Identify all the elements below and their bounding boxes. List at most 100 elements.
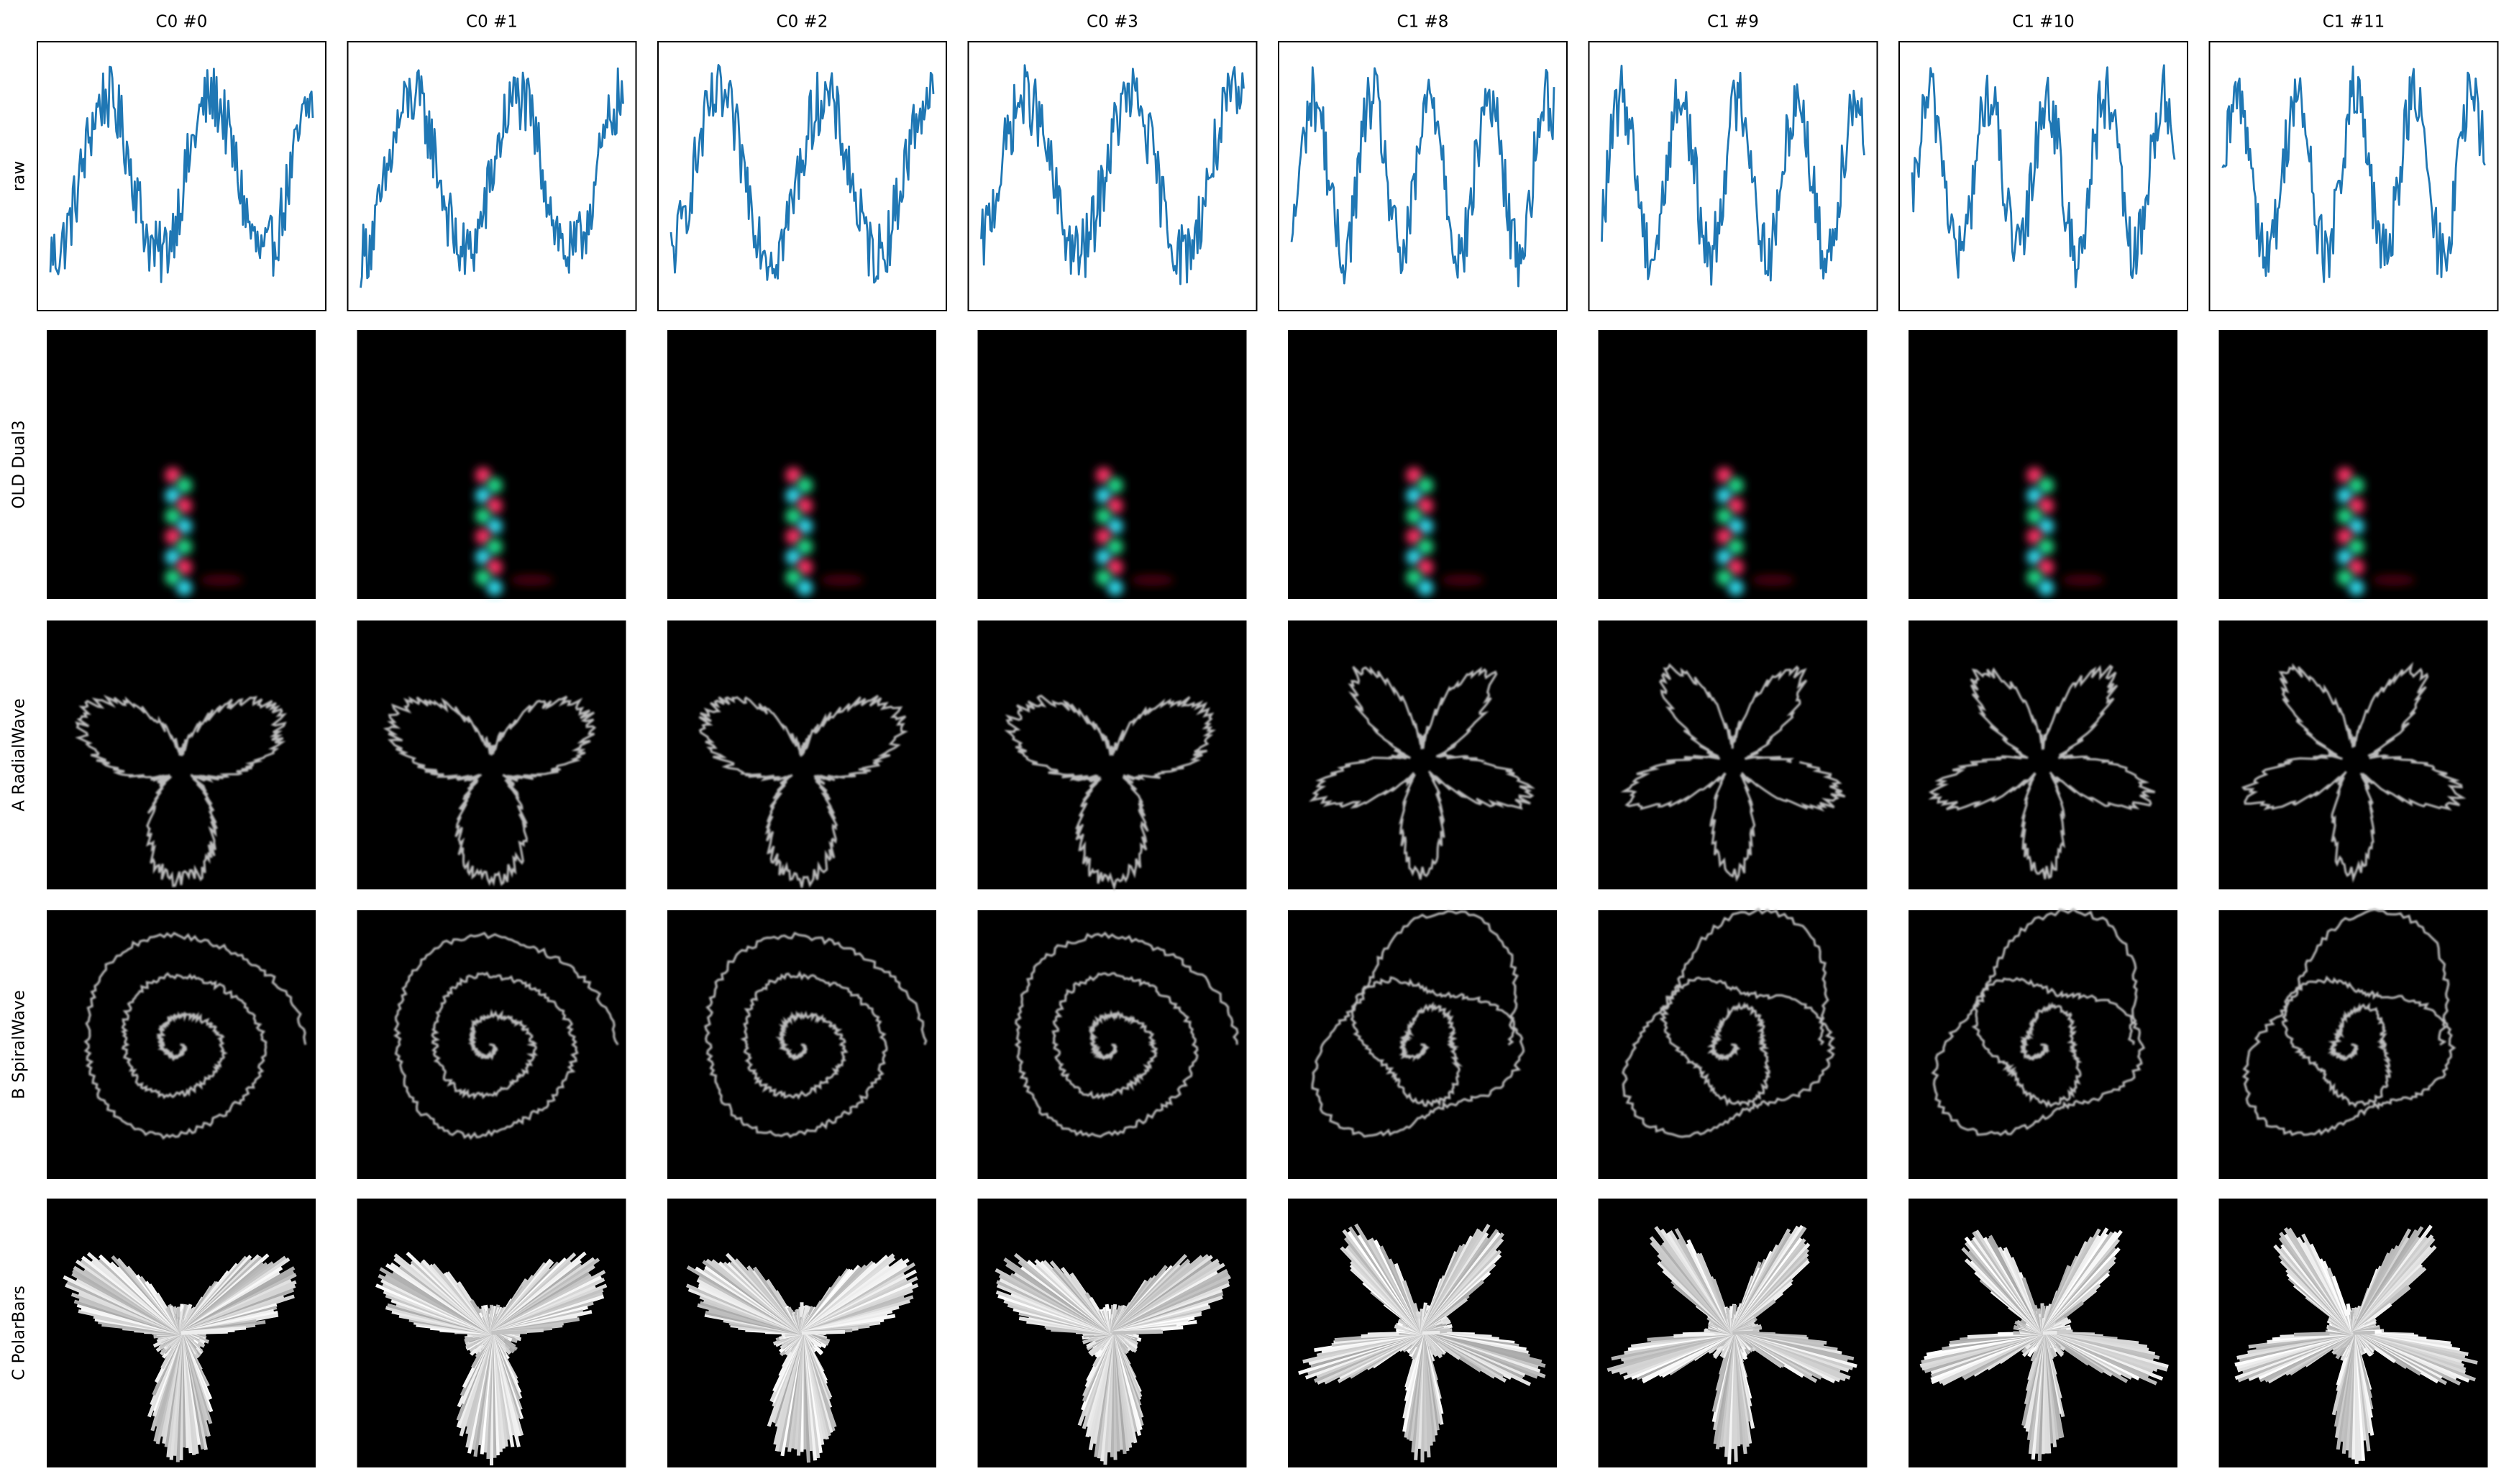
blob	[165, 487, 181, 504]
blob	[797, 498, 813, 514]
image-background	[357, 330, 626, 599]
blob	[475, 487, 491, 504]
radial-wave	[1928, 664, 2156, 880]
image-background	[1909, 330, 2177, 599]
blob	[2026, 549, 2043, 565]
blob	[1716, 487, 1732, 504]
plot-frame	[1898, 41, 2188, 311]
blob	[1095, 467, 1112, 483]
blob	[1095, 528, 1112, 545]
blob	[2026, 528, 2043, 545]
blob	[1107, 518, 1123, 535]
blob	[1107, 580, 1123, 596]
blob	[1727, 559, 1744, 575]
blob	[1727, 498, 1744, 514]
blob	[1095, 549, 1112, 565]
blob	[1727, 518, 1744, 535]
radial-wave	[383, 695, 597, 887]
blob	[1417, 498, 1434, 514]
blob	[1406, 549, 1422, 565]
blob	[475, 508, 491, 524]
blob	[2026, 467, 2043, 483]
blob	[165, 528, 181, 545]
blob	[2336, 569, 2353, 586]
spiral-wave	[1311, 910, 1525, 1138]
blob	[1727, 580, 1744, 596]
polar-bar	[1732, 1330, 1758, 1335]
blob	[486, 477, 503, 494]
blob	[2038, 498, 2054, 514]
blob	[785, 569, 802, 586]
column: C0 #3	[967, 13, 1258, 1467]
raw-signal	[669, 64, 935, 284]
blob	[1107, 559, 1123, 575]
blob-faint	[1751, 574, 1795, 586]
blob	[486, 539, 503, 555]
spiral-wave	[704, 931, 928, 1138]
radial-wave	[1309, 666, 1536, 880]
polar-bar	[2042, 1331, 2057, 1335]
radial-wave	[1620, 663, 1846, 882]
blob	[785, 508, 802, 524]
blob	[165, 569, 181, 586]
image-background	[2218, 620, 2488, 889]
blob-faint	[2372, 574, 2415, 586]
raw-signal	[49, 65, 314, 283]
blob	[176, 498, 193, 514]
radial-wave	[698, 695, 908, 888]
row-label: A RadialWave	[10, 698, 29, 811]
image-background	[1598, 620, 1868, 889]
blob	[1107, 498, 1123, 514]
blob	[1716, 508, 1732, 524]
blob-faint	[200, 574, 244, 586]
blob	[165, 467, 181, 483]
blob-faint	[2062, 574, 2106, 586]
spiral-wave	[2241, 908, 2456, 1137]
row-label: B SpiralWave	[10, 990, 29, 1099]
blob	[1406, 528, 1422, 545]
image-background	[1598, 330, 1868, 599]
blob	[176, 580, 193, 596]
column: C1 #11	[2208, 13, 2499, 1467]
column: C1 #9	[1588, 13, 1878, 1467]
blob	[2348, 539, 2364, 555]
blob	[1716, 549, 1732, 565]
blob	[165, 508, 181, 524]
blob	[785, 487, 802, 504]
blob	[1716, 467, 1732, 483]
raw-signal	[1290, 66, 1555, 288]
column: C0 #1	[347, 13, 637, 1467]
blob	[1107, 477, 1123, 494]
blob	[176, 559, 193, 575]
raw-signal	[2221, 65, 2486, 283]
blob	[1727, 477, 1744, 494]
blob	[2038, 559, 2054, 575]
blob	[1406, 508, 1422, 524]
column-title: C0 #3	[1087, 13, 1138, 32]
blob	[1095, 569, 1112, 586]
column-title: C1 #11	[2323, 13, 2385, 32]
blob	[785, 528, 802, 545]
blob	[2348, 477, 2364, 494]
blob-faint	[1441, 574, 1485, 586]
blob	[486, 559, 503, 575]
blob	[176, 518, 193, 535]
radial-wave	[1004, 695, 1217, 892]
blob-faint	[821, 574, 864, 586]
blob	[2026, 487, 2043, 504]
blob	[176, 539, 193, 555]
blob	[797, 518, 813, 535]
blob	[475, 467, 491, 483]
blob	[2336, 467, 2353, 483]
blob	[797, 559, 813, 575]
blob	[2038, 477, 2054, 494]
raw-signal	[1911, 64, 2176, 288]
blob	[1716, 528, 1732, 545]
image-background	[1288, 330, 1557, 599]
plot-frame	[37, 41, 326, 311]
image-background	[977, 330, 1247, 599]
spiral-wave	[83, 932, 307, 1140]
blob	[2348, 580, 2364, 596]
